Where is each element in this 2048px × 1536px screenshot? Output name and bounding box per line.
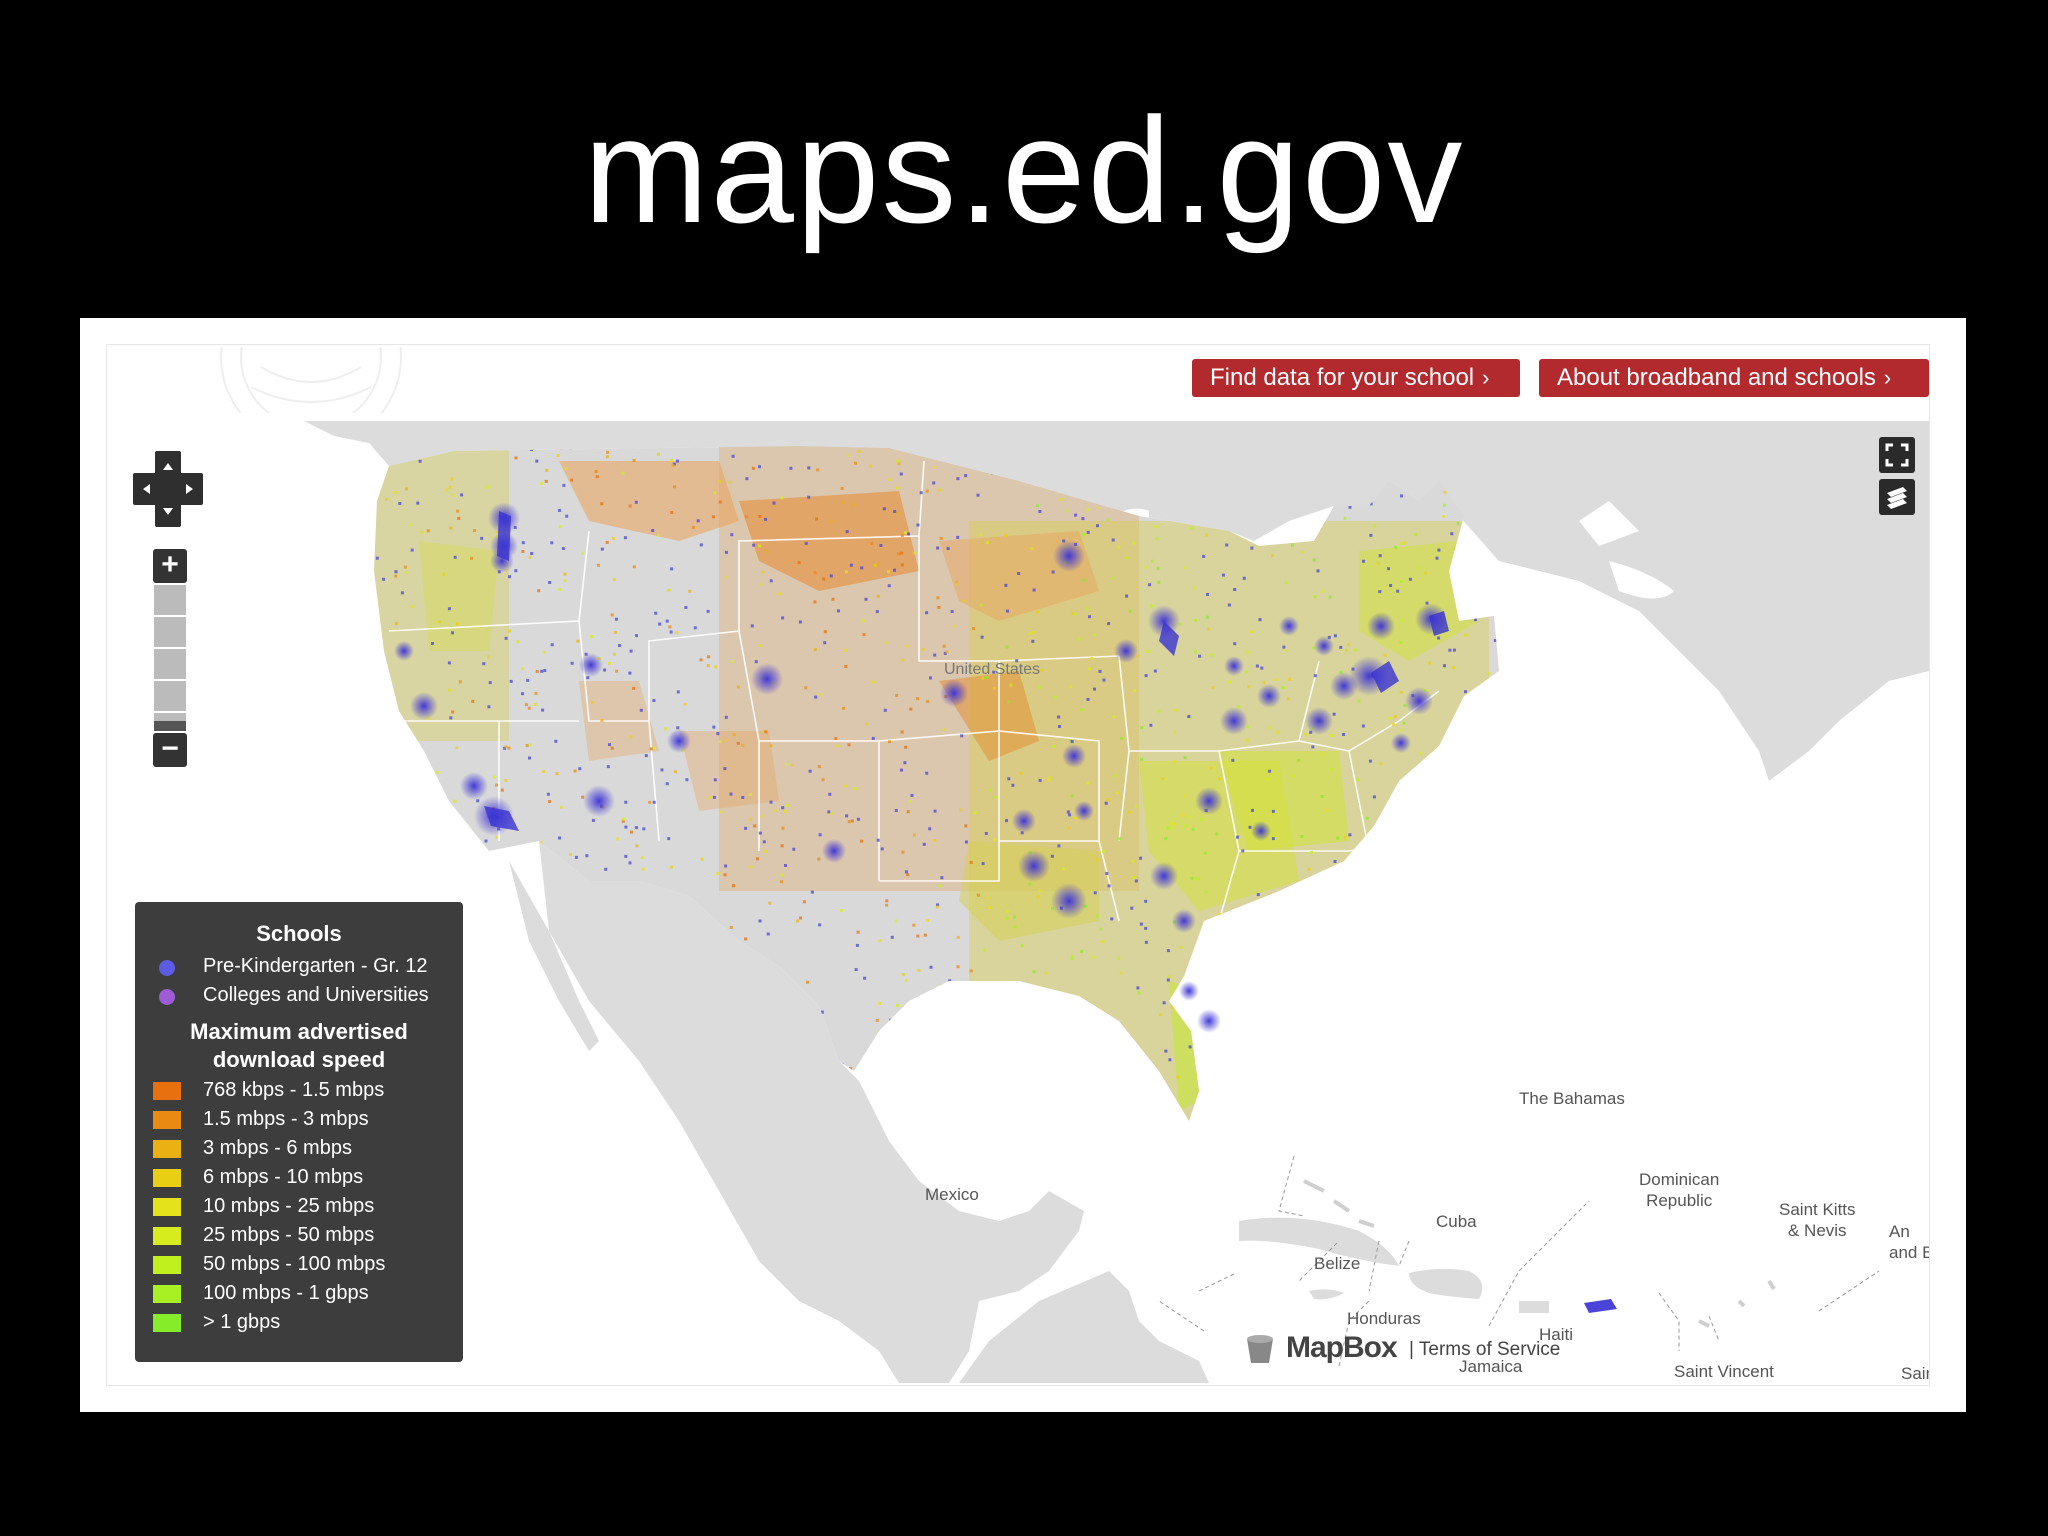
legend-item-label: 25 mbps - 50 mbps <box>203 1224 375 1246</box>
zoom-level-handle[interactable] <box>154 713 186 731</box>
layers-icon[interactable] <box>1879 479 1915 515</box>
label-mexico: Mexico <box>925 1185 979 1204</box>
legend-swatch <box>153 1169 181 1187</box>
legend-dot <box>159 989 175 1005</box>
legend-speed-title-line2: download speed <box>212 1047 386 1072</box>
label-saint: Sain <box>1901 1364 1929 1383</box>
mapbox-logo-icon <box>1247 1335 1273 1363</box>
legend-item: Colleges and Universities <box>135 981 463 1010</box>
label-dominican-line1: Dominican <box>1639 1170 1720 1189</box>
legend-swatch <box>153 1111 181 1129</box>
legend-swatch <box>153 1256 181 1274</box>
label-saint-kitts-line2: & Nevis <box>1787 1221 1847 1240</box>
label-cuba: Cuba <box>1436 1212 1477 1231</box>
legend-swatch <box>153 1140 181 1158</box>
legend-swatch <box>153 1198 181 1216</box>
legend-schools-title: Schools <box>256 921 342 946</box>
zoom-level-4[interactable] <box>154 681 186 711</box>
map-page: Find data for your school › About broadba… <box>106 344 1930 1386</box>
legend-item: 768 kbps - 1.5 mbps <box>135 1076 463 1105</box>
department-seal-watermark <box>220 347 402 413</box>
pan-control-icon[interactable] <box>133 451 203 527</box>
label-honduras: Honduras <box>1347 1309 1421 1328</box>
label-united-states: United States <box>944 661 1041 678</box>
zoom-in-button[interactable]: + <box>153 549 187 583</box>
legend-item: 25 mbps - 50 mbps <box>135 1221 463 1250</box>
chevron-right-icon: › <box>1482 365 1490 390</box>
legend-item: 3 mbps - 6 mbps <box>135 1134 463 1163</box>
label-bahamas: The Bahamas <box>1519 1089 1625 1108</box>
legend-swatch <box>153 1314 181 1332</box>
label-antigua: An and B <box>1889 1221 1929 1263</box>
legend-item-label: 10 mbps - 25 mbps <box>203 1195 375 1217</box>
legend-item-label: 50 mbps - 100 mbps <box>203 1253 386 1275</box>
legend-item-label: Pre-Kindergarten - Gr. 12 <box>203 955 428 977</box>
legend-swatch <box>153 1082 181 1100</box>
slide-title: maps.ed.gov <box>583 86 1465 254</box>
label-dominican-line2: Republic <box>1646 1191 1713 1210</box>
layers-glyph <box>1887 487 1907 509</box>
browser-screenshot-frame: Find data for your school › About broadba… <box>80 318 1966 1412</box>
terms-of-service-link[interactable]: | Terms of Service <box>1409 1339 1561 1360</box>
legend-item-label: 6 mbps - 10 mbps <box>203 1166 364 1188</box>
legend-swatch <box>153 1227 181 1245</box>
chevron-right-icon: › <box>1883 365 1892 390</box>
label-belize: Belize <box>1314 1254 1361 1273</box>
legend-schools-list: Pre-Kindergarten - Gr. 12 Colleges and Un… <box>135 952 463 1010</box>
find-data-label: Find data for your school <box>1210 364 1475 391</box>
legend-speed-title-line1: Maximum advertised <box>190 1019 408 1044</box>
find-data-button[interactable]: Find data for your school › <box>1192 359 1520 397</box>
label-saint-vincent: Saint Vincent <box>1674 1362 1774 1381</box>
legend-item: 1.5 mbps - 3 mbps <box>135 1105 463 1134</box>
legend-item-label: 1.5 mbps - 3 mbps <box>203 1108 369 1130</box>
zoom-level-1[interactable] <box>154 585 186 615</box>
zoom-level-3[interactable] <box>154 649 186 679</box>
legend-item-label: > 1 gbps <box>203 1311 281 1333</box>
fullscreen-glyph <box>1885 443 1909 467</box>
about-broadband-label: About broadband and schools <box>1557 364 1876 391</box>
legend-item: 6 mbps - 10 mbps <box>135 1163 463 1192</box>
legend-item-label: Colleges and Universities <box>203 984 429 1006</box>
label-haiti: Haiti <box>1539 1325 1574 1344</box>
label-saint-kitts-line1: Saint Kitts <box>1779 1200 1856 1219</box>
legend-item: 10 mbps - 25 mbps <box>135 1192 463 1221</box>
label-saint-kitts-nevis: Saint Kitts & Nevis <box>1779 1199 1856 1241</box>
legend-item: 100 mbps - 1 gbps <box>135 1279 463 1308</box>
label-antigua-line2: and B <box>1889 1243 1929 1262</box>
legend-dot <box>159 960 175 976</box>
zoom-out-button[interactable]: − <box>153 733 187 767</box>
about-broadband-button[interactable]: About broadband and schools › <box>1539 359 1929 397</box>
legend-item-label: 3 mbps - 6 mbps <box>203 1137 352 1159</box>
broadband-map[interactable]: United States Mexico The Bahamas Dominic… <box>119 421 1929 1383</box>
legend-item: Pre-Kindergarten - Gr. 12 <box>135 952 463 981</box>
legend-item: > 1 gbps <box>135 1308 463 1337</box>
map-legend: Schools Pre-Kindergarten - Gr. 12 College… <box>135 902 463 1362</box>
legend-item-label: 768 kbps - 1.5 mbps <box>203 1079 385 1101</box>
mapbox-brand[interactable]: MapBox <box>1286 1331 1398 1364</box>
label-antigua-line1: An <box>1889 1222 1910 1241</box>
legend-swatch <box>153 1285 181 1303</box>
zoom-control[interactable]: + − <box>153 549 187 767</box>
fullscreen-icon[interactable] <box>1879 437 1915 473</box>
zoom-level-2[interactable] <box>154 617 186 647</box>
label-jamaica: Jamaica <box>1459 1357 1523 1376</box>
legend-item: 50 mbps - 100 mbps <box>135 1250 463 1279</box>
label-dominican-republic: Dominican Republic <box>1639 1169 1719 1211</box>
legend-item-label: 100 mbps - 1 gbps <box>203 1282 369 1304</box>
legend-speed-list: 768 kbps - 1.5 mbps 1.5 mbps - 3 mbps 3 mb… <box>135 1076 463 1337</box>
